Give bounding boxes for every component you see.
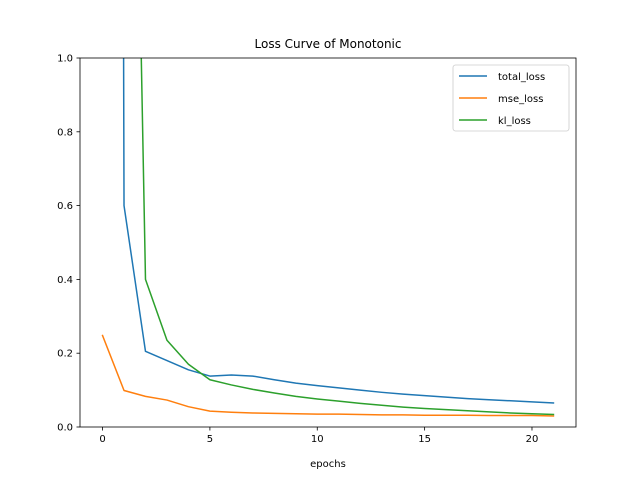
legend-label-kl-loss: kl_loss (498, 116, 531, 127)
legend-box (452, 64, 570, 132)
axes-layer: 0 5 10 15 20 0.0 0.2 0.4 0.6 0.8 1.0 (57, 54, 577, 445)
x-tick-label: 0 (99, 434, 105, 445)
x-tick-label: 10 (311, 434, 324, 445)
y-tick-label: 0.6 (57, 201, 73, 212)
x-tick-label: 20 (526, 434, 539, 445)
x-tick-label: 15 (418, 434, 431, 445)
legend-label-mse-loss: mse_loss (498, 94, 543, 105)
series-line-mse-loss (101, 334, 555, 417)
series-line-kl-loss (140, 58, 555, 416)
y-tick-label: 0.4 (57, 275, 73, 286)
x-tick-label: 5 (207, 434, 213, 445)
chart-title: Loss Curve of Monotonic (255, 37, 402, 51)
legend: total_loss mse_loss kl_loss (452, 64, 570, 132)
plot-area: 0 5 10 15 20 0.0 0.2 0.4 0.6 0.8 1.0 total_lossmse… (57, 54, 577, 445)
y-tick-label: 1.0 (57, 54, 73, 65)
y-tick-label: 0.2 (57, 349, 73, 360)
legend-label-total-loss: total_loss (498, 72, 545, 83)
axes-frame (79, 57, 577, 428)
y-tick-label: 0.8 (57, 127, 73, 138)
series-line-total-loss (122, 58, 555, 404)
series-layer (101, 58, 555, 417)
x-axis-label: epochs (310, 459, 346, 470)
y-tick-label: 0.0 (57, 423, 73, 434)
